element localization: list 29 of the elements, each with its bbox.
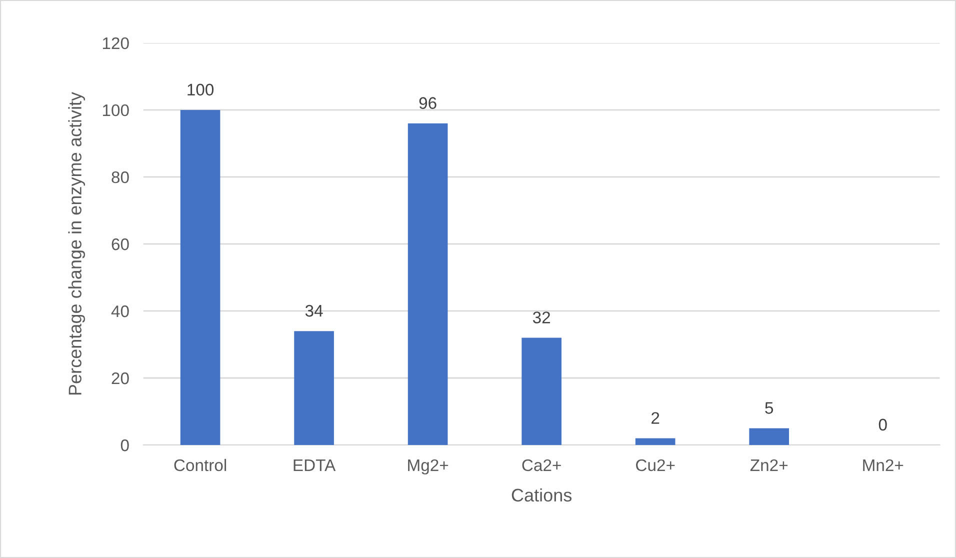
x-tick-label: Control (174, 458, 226, 472)
bar (294, 331, 334, 446)
y-tick-label: 40 (111, 305, 129, 318)
bar (180, 110, 220, 446)
data-label: 5 (765, 402, 774, 414)
x-axis-title: Cations (512, 488, 572, 502)
x-tick-label: Mn2+ (863, 459, 904, 471)
data-label: 2 (652, 412, 660, 424)
y-axis-title: Percentage change in enzyme activity (68, 92, 86, 395)
y-tick-label: 100 (102, 104, 129, 116)
x-tick-label: EDTA (294, 460, 336, 471)
bar (408, 123, 448, 446)
data-label: 96 (419, 97, 436, 109)
y-tick-label: 0 (120, 439, 129, 452)
x-tick-label: Mg2+ (408, 459, 448, 474)
data-label: 34 (305, 304, 323, 317)
bar (749, 428, 790, 446)
x-tick-label: Zn2+ (750, 459, 788, 471)
bar (635, 438, 676, 446)
data-label: 100 (188, 84, 214, 96)
y-tick-label: 80 (112, 171, 129, 184)
bar (522, 338, 562, 446)
data-label: 32 (532, 312, 550, 324)
y-tick-label: 60 (112, 238, 129, 250)
data-label: 0 (878, 418, 887, 431)
y-tick-label: 20 (112, 372, 129, 384)
y-tick-label: 120 (102, 37, 129, 50)
x-tick-label: Cu2+ (636, 459, 675, 472)
x-tick-label: Ca2+ (522, 459, 561, 472)
